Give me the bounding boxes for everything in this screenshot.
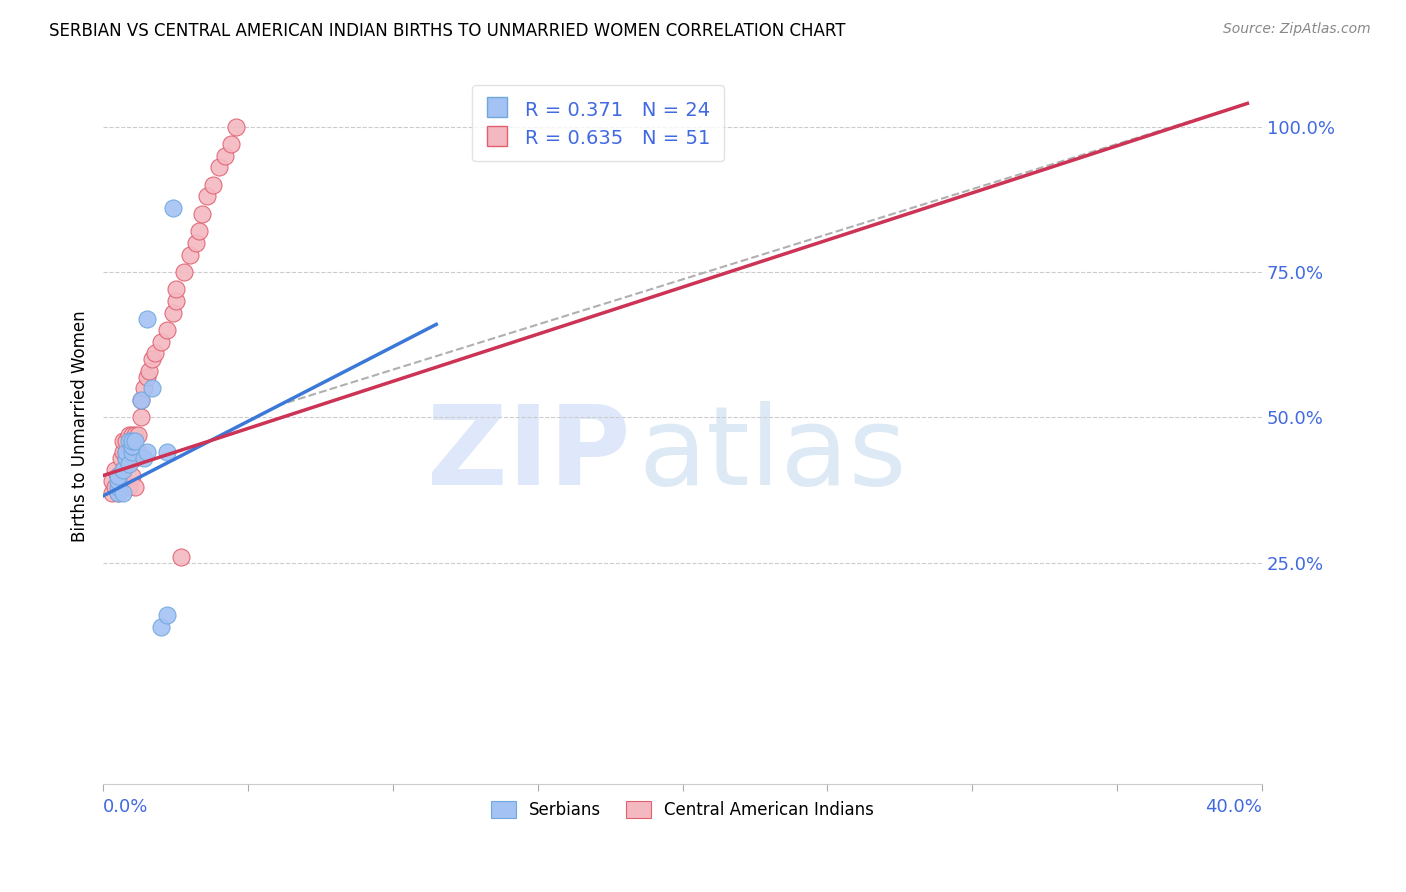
Point <box>121 434 143 448</box>
Point <box>107 475 129 489</box>
Point <box>121 445 143 459</box>
Point <box>170 549 193 564</box>
Point <box>156 608 179 623</box>
Point <box>115 445 138 459</box>
Point <box>141 352 163 367</box>
Point <box>101 486 124 500</box>
Point <box>118 427 141 442</box>
Text: ZIP: ZIP <box>427 401 630 508</box>
Point <box>115 451 138 466</box>
Text: atlas: atlas <box>638 401 907 508</box>
Point <box>165 294 187 309</box>
Point <box>107 486 129 500</box>
Point <box>129 392 152 407</box>
Point <box>179 247 201 261</box>
Point <box>150 334 173 349</box>
Point <box>110 480 132 494</box>
Point <box>124 451 146 466</box>
Point <box>107 486 129 500</box>
Point <box>118 480 141 494</box>
Point <box>135 369 157 384</box>
Point <box>143 346 166 360</box>
Point <box>124 427 146 442</box>
Y-axis label: Births to Unmarried Women: Births to Unmarried Women <box>72 310 89 542</box>
Point <box>112 445 135 459</box>
Point <box>124 480 146 494</box>
Point <box>107 480 129 494</box>
Text: 0.0%: 0.0% <box>103 798 149 816</box>
Point <box>121 468 143 483</box>
Point <box>110 468 132 483</box>
Point <box>127 445 149 459</box>
Point <box>112 486 135 500</box>
Legend: Serbians, Central American Indians: Serbians, Central American Indians <box>484 794 882 825</box>
Point <box>107 468 129 483</box>
Point <box>219 137 242 152</box>
Point <box>115 434 138 448</box>
Point <box>124 434 146 448</box>
Point <box>156 323 179 337</box>
Point <box>138 364 160 378</box>
Point <box>187 224 209 238</box>
Point <box>107 468 129 483</box>
Point <box>118 457 141 471</box>
Point <box>121 440 143 454</box>
Point <box>132 451 155 466</box>
Point <box>214 149 236 163</box>
Point <box>121 427 143 442</box>
Point <box>135 445 157 459</box>
Point <box>115 445 138 459</box>
Text: Source: ZipAtlas.com: Source: ZipAtlas.com <box>1223 22 1371 37</box>
Text: 40.0%: 40.0% <box>1205 798 1263 816</box>
Point <box>150 620 173 634</box>
Point <box>110 451 132 466</box>
Point <box>184 235 207 250</box>
Point <box>156 445 179 459</box>
Point <box>121 445 143 459</box>
Point <box>225 120 247 134</box>
Point <box>208 161 231 175</box>
Point <box>190 207 212 221</box>
Point <box>112 434 135 448</box>
Point <box>165 283 187 297</box>
Point <box>127 427 149 442</box>
Point <box>132 381 155 395</box>
Point <box>173 265 195 279</box>
Point <box>112 463 135 477</box>
Point <box>135 311 157 326</box>
Text: SERBIAN VS CENTRAL AMERICAN INDIAN BIRTHS TO UNMARRIED WOMEN CORRELATION CHART: SERBIAN VS CENTRAL AMERICAN INDIAN BIRTH… <box>49 22 846 40</box>
Point <box>162 306 184 320</box>
Point <box>129 410 152 425</box>
Point <box>197 189 219 203</box>
Point <box>112 468 135 483</box>
Point <box>104 463 127 477</box>
Point <box>112 463 135 477</box>
Point <box>129 392 152 407</box>
Point <box>118 434 141 448</box>
Point <box>118 445 141 459</box>
Point <box>101 475 124 489</box>
Point <box>121 440 143 454</box>
Point <box>141 381 163 395</box>
Point <box>104 480 127 494</box>
Point <box>115 451 138 466</box>
Point <box>162 201 184 215</box>
Point <box>202 178 225 192</box>
